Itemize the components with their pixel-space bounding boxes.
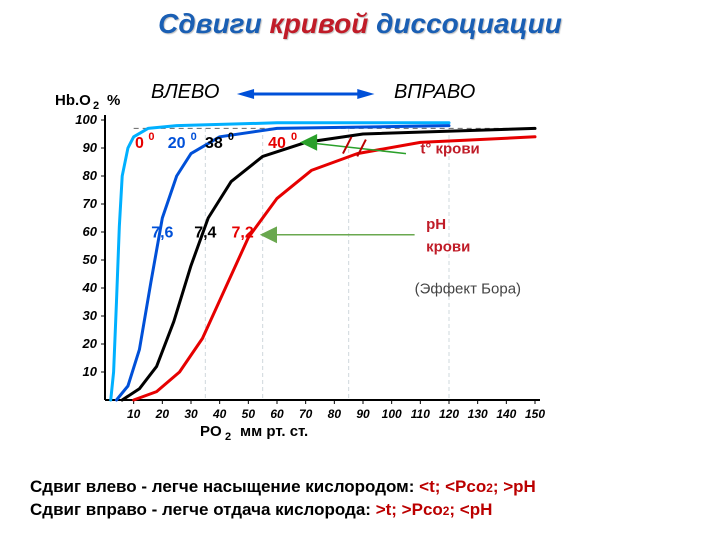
svg-text:7,6: 7,6 <box>151 225 173 242</box>
svg-text:PO: PO <box>200 423 222 440</box>
svg-text:%: % <box>107 92 120 109</box>
svg-text:крови: крови <box>426 239 470 256</box>
svg-text:10: 10 <box>83 364 98 379</box>
cap1a: Сдвиг влево - легче насыщение кислородом… <box>30 477 414 496</box>
svg-text:80: 80 <box>83 168 98 183</box>
svg-text:30: 30 <box>184 407 198 421</box>
page-title: Сдвиги кривой диссоциации <box>0 0 720 40</box>
svg-text:80: 80 <box>328 407 342 421</box>
svg-text:60: 60 <box>83 224 98 239</box>
svg-text:70: 70 <box>299 407 313 421</box>
svg-text:150: 150 <box>525 407 545 421</box>
svg-text:0: 0 <box>135 135 144 152</box>
svg-text:40: 40 <box>82 280 98 295</box>
svg-text:30: 30 <box>83 308 98 323</box>
svg-text:0: 0 <box>191 131 197 143</box>
svg-text:38: 38 <box>205 135 223 152</box>
svg-text:0: 0 <box>228 131 234 143</box>
svg-text:90: 90 <box>356 407 370 421</box>
cap2a: Сдвиг вправо - легче отдача кислорода: <box>30 500 371 519</box>
svg-text:0: 0 <box>148 131 154 143</box>
svg-text:0: 0 <box>291 131 297 143</box>
caption-line-1: Сдвиг влево - легче насыщение кислородом… <box>30 476 536 499</box>
svg-text:110: 110 <box>411 407 430 421</box>
caption-line-2: Сдвиг вправо - легче отдача кислорода: >… <box>30 499 536 522</box>
cap2b: >t; >Pco2; <pH <box>376 500 493 519</box>
svg-text:7,4: 7,4 <box>194 225 216 242</box>
svg-text:100: 100 <box>75 112 97 127</box>
svg-text:Hb.O: Hb.O <box>55 92 91 109</box>
svg-text:90: 90 <box>83 140 98 155</box>
svg-text:t° крови: t° крови <box>420 141 479 158</box>
svg-text:60: 60 <box>270 407 284 421</box>
svg-text:10: 10 <box>127 407 141 421</box>
svg-text:120: 120 <box>439 407 459 421</box>
chart-area: 1020304050607080901001020304050607080901… <box>30 40 720 445</box>
svg-text:40: 40 <box>212 407 227 421</box>
svg-text:(Эффект Бора): (Эффект Бора) <box>415 281 521 298</box>
dissociation-chart: 1020304050607080901001020304050607080901… <box>30 40 710 440</box>
svg-text:20: 20 <box>82 336 98 351</box>
cap1b: <t; <Pco2; >pH <box>419 477 536 496</box>
title-word-2: кривой <box>270 8 369 39</box>
svg-text:pH: pH <box>426 216 446 233</box>
svg-text:50: 50 <box>242 407 256 421</box>
svg-text:130: 130 <box>468 407 488 421</box>
svg-text:ВПРАВО: ВПРАВО <box>394 81 475 103</box>
svg-text:20: 20 <box>168 135 186 152</box>
svg-text:50: 50 <box>83 252 98 267</box>
svg-text:100: 100 <box>382 407 402 421</box>
svg-text:140: 140 <box>496 407 516 421</box>
svg-text:20: 20 <box>155 407 170 421</box>
svg-text:7,2: 7,2 <box>231 225 253 242</box>
svg-text:мм рт. ст.: мм рт. ст. <box>240 423 308 440</box>
title-word-3: диссоциации <box>376 8 562 39</box>
title-word-1: Сдвиги <box>158 8 262 39</box>
svg-text:2: 2 <box>225 431 231 440</box>
svg-text:40: 40 <box>268 135 286 152</box>
svg-text:70: 70 <box>83 196 98 211</box>
caption: Сдвиг влево - легче насыщение кислородом… <box>30 476 536 522</box>
svg-text:2: 2 <box>93 100 99 112</box>
svg-text:ВЛЕВО: ВЛЕВО <box>151 81 219 103</box>
